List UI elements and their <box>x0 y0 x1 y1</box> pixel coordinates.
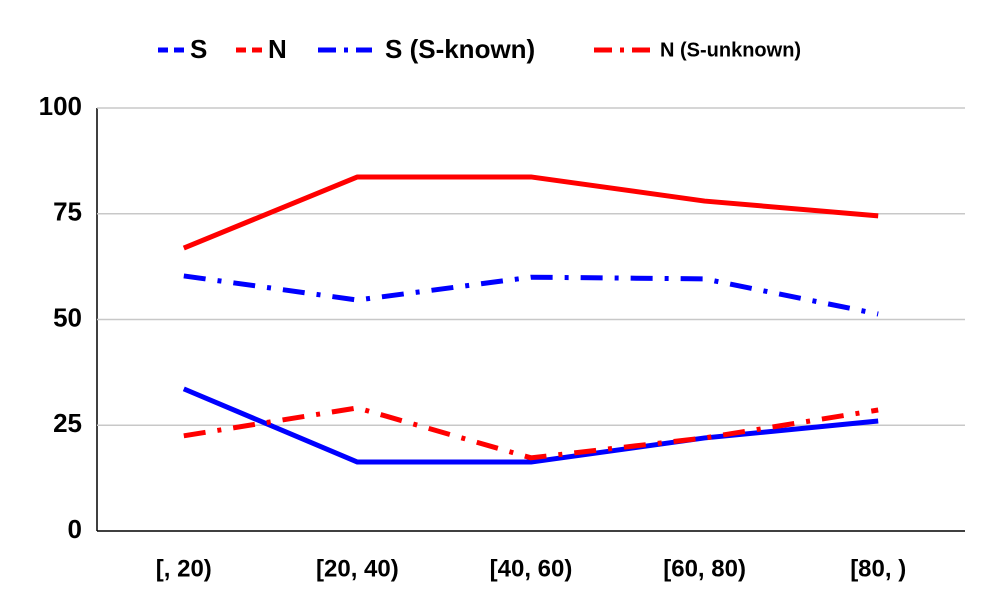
legend-label: S <box>190 34 207 64</box>
x-tick-label: [, 20) <box>156 555 212 582</box>
x-tick-label: [80, ) <box>850 555 906 582</box>
legend-label: N (S-unknown) <box>660 39 801 61</box>
series-line <box>182 386 879 465</box>
y-tick-label: 75 <box>53 197 82 227</box>
series-line <box>183 405 879 461</box>
x-tick-label: [40, 60) <box>490 555 573 582</box>
series-line <box>183 273 879 317</box>
y-tick-label: 100 <box>39 91 82 121</box>
y-tick-label: 50 <box>53 302 82 332</box>
legend-label: S (S-known) <box>385 34 535 64</box>
series-line <box>182 174 879 251</box>
y-tick-label: 0 <box>68 514 82 544</box>
y-tick-label: 25 <box>53 408 82 438</box>
x-tick-label: [20, 40) <box>316 555 399 582</box>
legend-label: N <box>268 34 287 64</box>
x-tick-label: [60, 80) <box>663 555 746 582</box>
